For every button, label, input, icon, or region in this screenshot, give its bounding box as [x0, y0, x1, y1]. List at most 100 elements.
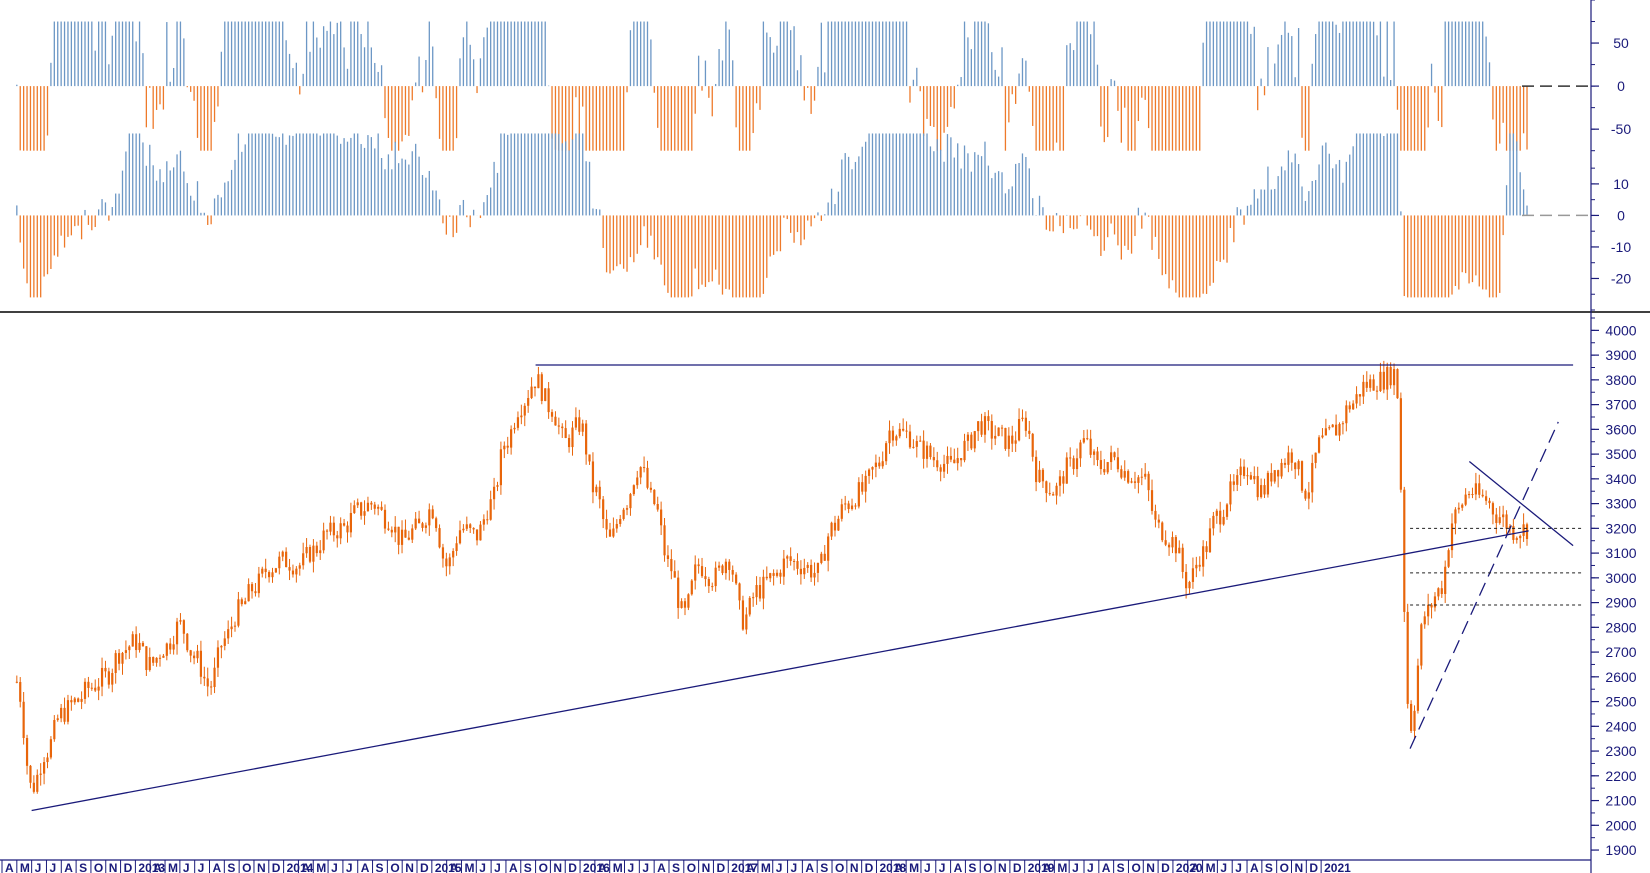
price-candle — [898, 428, 901, 437]
price-candle — [1249, 475, 1252, 480]
price-candle — [1072, 458, 1075, 470]
price-candle — [663, 525, 666, 556]
price-candle — [1324, 428, 1327, 436]
price-candle — [731, 569, 734, 575]
price-candle — [953, 459, 956, 464]
price-candle — [881, 461, 884, 467]
price-candle — [29, 765, 32, 783]
price-candle — [1065, 457, 1068, 484]
oscillator1-panel — [16, 21, 1591, 151]
price-candle — [1219, 510, 1222, 525]
price-tick-label: 3900 — [1605, 347, 1636, 363]
price-candle — [885, 443, 888, 462]
price-candle — [199, 650, 203, 677]
price-candle — [1208, 528, 1212, 553]
x-tick-label: J — [49, 861, 56, 873]
price-candle — [414, 518, 417, 529]
price-candle — [465, 524, 468, 529]
price-candle — [1311, 462, 1314, 493]
price-candle — [956, 458, 959, 464]
price-candle — [1017, 418, 1021, 441]
price-candle — [1048, 493, 1051, 495]
x-tick-label: J — [776, 861, 783, 873]
price-tick-label: 2400 — [1605, 718, 1636, 734]
x-tick-label: D — [420, 861, 429, 873]
price-candle — [942, 463, 946, 472]
price-candle — [1014, 440, 1017, 444]
price-candle — [1423, 616, 1426, 625]
x-tick-label: O — [390, 861, 399, 873]
x-tick-label: N — [1294, 861, 1303, 873]
price-tick-label: 2900 — [1605, 595, 1636, 611]
price-candle — [1157, 519, 1160, 523]
price-candle — [1052, 494, 1055, 496]
price-candle — [908, 431, 912, 448]
price-candle — [407, 537, 410, 540]
price-candle — [486, 519, 489, 521]
price-candle — [206, 678, 209, 687]
price-candle — [479, 524, 482, 541]
price-candle — [128, 646, 131, 651]
price-candle — [1164, 540, 1167, 545]
price-candle — [997, 427, 1000, 436]
price-candle — [925, 445, 929, 459]
x-tick-label: D — [1161, 861, 1170, 873]
x-tick-label: D — [124, 861, 133, 873]
price-candle — [19, 681, 22, 702]
price-candle — [786, 556, 789, 559]
price-candle — [639, 467, 642, 478]
price-candle — [1491, 503, 1495, 515]
price-candle — [1392, 369, 1396, 386]
price-candle — [642, 467, 646, 469]
price-candle — [585, 423, 588, 455]
price-candle — [888, 430, 891, 444]
price-candle — [489, 499, 492, 520]
price-candle — [608, 529, 612, 537]
price-candle — [462, 528, 465, 531]
price-candle — [70, 700, 73, 703]
oscillator2-panel — [16, 133, 1591, 298]
price-candle — [1488, 500, 1491, 504]
price-candle — [629, 494, 632, 509]
x-tick-label: A — [450, 861, 459, 873]
price-tick-label: 3500 — [1605, 446, 1636, 462]
price-candle — [97, 686, 100, 691]
price-candle — [179, 620, 182, 622]
price-candle — [1106, 462, 1109, 473]
price-candle — [250, 584, 254, 592]
price-candle — [1454, 509, 1457, 524]
oscillator2-tick-label: -20 — [1611, 270, 1631, 286]
price-candle — [1096, 451, 1099, 461]
price-candle — [1283, 462, 1287, 465]
price-candle — [1086, 438, 1089, 440]
oscillator2-tick-label: 10 — [1613, 176, 1629, 192]
price-candle — [1045, 481, 1048, 494]
x-tick-label: S — [524, 861, 532, 873]
price-candle — [203, 676, 206, 679]
price-candle — [1075, 458, 1079, 470]
oscillator1-tick-label: 50 — [1613, 35, 1629, 51]
price-candle — [1338, 423, 1341, 436]
price-candle — [1171, 537, 1174, 548]
price-candle — [1396, 369, 1399, 399]
price-candle — [656, 503, 659, 510]
price-candle — [864, 475, 867, 492]
price-candle — [581, 423, 584, 432]
price-candle — [240, 599, 243, 605]
price-candle — [155, 657, 158, 663]
price-candle — [1232, 481, 1235, 485]
x-tick-label: M — [168, 861, 178, 873]
x-tick-label: J — [924, 861, 931, 873]
price-candle — [547, 388, 550, 413]
price-candle — [213, 667, 216, 688]
price-candle — [1130, 481, 1133, 483]
price-candle — [1127, 471, 1130, 483]
price-candle — [700, 566, 704, 577]
price-candle — [1110, 452, 1113, 463]
price-candle — [1369, 379, 1372, 388]
price-candle — [704, 576, 707, 580]
price-candle — [162, 655, 165, 658]
price-candle — [356, 502, 359, 506]
price-candle — [1021, 417, 1024, 419]
price-candle — [912, 446, 915, 448]
